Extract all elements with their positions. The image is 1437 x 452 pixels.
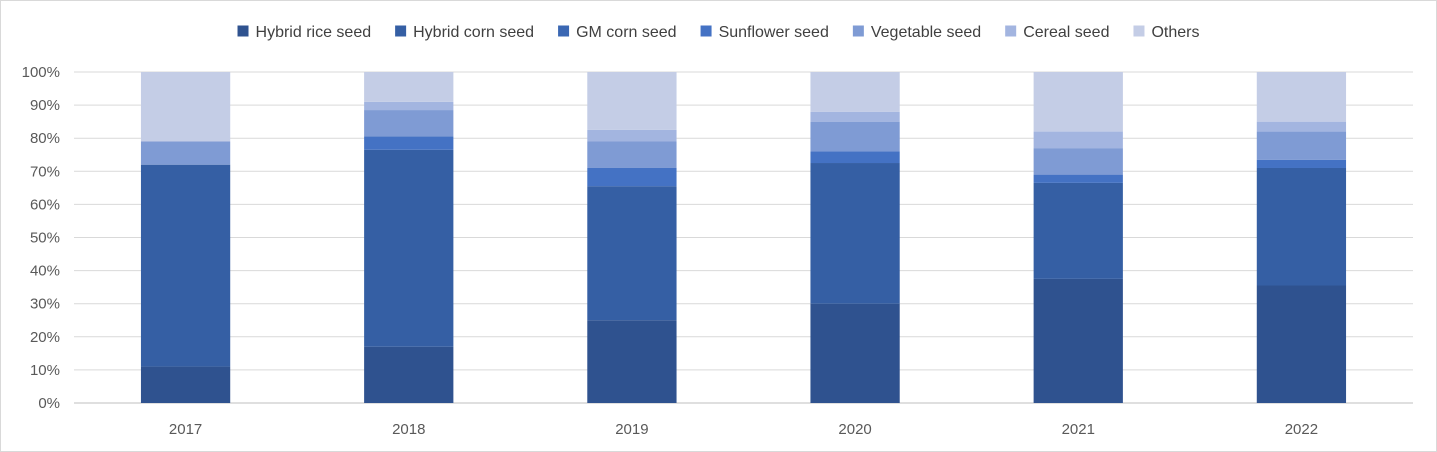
bar-2018-hybrid-rice-seed — [364, 346, 454, 403]
bar-2021-hybrid-rice-seed — [1033, 278, 1123, 403]
bar-2022-hybrid-rice-seed — [1256, 285, 1347, 403]
bar-2021-sunflower-seed — [1033, 174, 1123, 183]
legend-label: Cereal seed — [1023, 24, 1109, 41]
legend-label: Sunflower seed — [719, 24, 829, 41]
legend-item-hybrid-corn-seed: Hybrid corn seed — [395, 24, 534, 41]
bar-2017-vegetable-seed — [140, 141, 231, 165]
x-tick-label: 2021 — [1062, 421, 1095, 438]
legend-item-vegetable-seed: Vegetable seed — [852, 24, 981, 41]
bar-2022-vegetable-seed — [1256, 131, 1347, 160]
bar-2019-hybrid-rice-seed — [587, 320, 677, 403]
bar-2022-cereal-seed — [1256, 121, 1347, 132]
legend-swatch — [395, 25, 407, 37]
bar-2018-others — [364, 72, 454, 102]
x-tick-label: 2020 — [838, 421, 871, 438]
y-tick-label: 20% — [30, 329, 60, 346]
x-tick-label: 2017 — [169, 421, 202, 438]
legend-item-gm-corn-seed: GM corn seed — [558, 24, 677, 41]
x-tick-label: 2022 — [1285, 421, 1318, 438]
y-tick-label: 0% — [38, 395, 60, 412]
legend: Hybrid rice seed Hybrid corn seed GM corn … — [237, 24, 1199, 41]
bar-2021-cereal-seed — [1033, 131, 1123, 149]
legend-swatch — [237, 25, 249, 37]
y-tick-label: 50% — [30, 230, 60, 247]
legend-label: GM corn seed — [576, 24, 676, 41]
bar-2018-hybrid-corn-seed — [364, 149, 454, 347]
gridlines — [74, 71, 1413, 404]
y-tick-label: 10% — [30, 362, 60, 379]
x-axis: 2017 2018 2019 2020 2021 2022 — [169, 421, 1318, 438]
bar-2018-sunflower-seed — [364, 136, 454, 150]
legend-swatch — [852, 25, 864, 37]
x-tick-label: 2018 — [392, 421, 425, 438]
legend-item-hybrid-rice-seed: Hybrid rice seed — [237, 24, 372, 41]
bar-2019-hybrid-corn-seed — [587, 186, 677, 321]
bar-2020-hybrid-corn-seed — [810, 163, 900, 304]
y-tick-label: 40% — [30, 263, 60, 280]
bar-2022-others — [1256, 72, 1347, 122]
bar-2017-hybrid-rice-seed — [140, 366, 231, 403]
bar-2019-others — [587, 72, 677, 130]
bar-2021-others — [1033, 72, 1123, 132]
bar-2020-vegetable-seed — [810, 121, 900, 152]
y-tick-label: 30% — [30, 296, 60, 313]
bar-2018-vegetable-seed — [364, 110, 454, 137]
legend-item-cereal-seed: Cereal seed — [1005, 24, 1109, 41]
legend-item-sunflower-seed: Sunflower seed — [700, 24, 829, 41]
bar-2021-vegetable-seed — [1033, 148, 1123, 175]
legend-swatch — [1005, 25, 1017, 37]
bar-2020-sunflower-seed — [810, 151, 900, 164]
bar-2018-cereal-seed — [364, 101, 454, 111]
legend-swatch — [558, 25, 570, 37]
legend-swatch — [700, 25, 712, 37]
bar-2020-others — [810, 72, 900, 112]
legend-swatch — [1133, 25, 1145, 37]
legend-label: Vegetable seed — [871, 24, 981, 41]
bar-2019-vegetable-seed — [587, 141, 677, 168]
bars — [140, 72, 1347, 403]
legend-item-others: Others — [1133, 24, 1199, 41]
legend-label: Hybrid rice seed — [256, 24, 372, 41]
bar-2019-cereal-seed — [587, 129, 677, 142]
legend-label: Hybrid corn seed — [413, 24, 534, 41]
y-tick-label: 70% — [30, 163, 60, 180]
bar-2017-hybrid-corn-seed — [140, 164, 231, 367]
y-tick-label: 60% — [30, 196, 60, 213]
bar-2022-sunflower-seed — [1256, 159, 1347, 168]
bar-2017-others — [140, 72, 231, 142]
bar-2019-sunflower-seed — [587, 167, 677, 187]
bar-2020-cereal-seed — [810, 111, 900, 122]
x-tick-label: 2019 — [615, 421, 648, 438]
y-tick-label: 90% — [30, 97, 60, 114]
y-tick-label: 100% — [22, 64, 60, 81]
bar-2021-hybrid-corn-seed — [1033, 182, 1123, 279]
y-axis: 0% 10% 20% 30% 40% 50% 60% 70% 80% 90% 100% — [22, 64, 60, 412]
bar-2020-hybrid-rice-seed — [810, 303, 900, 403]
y-tick-label: 80% — [30, 130, 60, 147]
legend-label: Others — [1151, 24, 1199, 41]
bar-2022-hybrid-corn-seed — [1256, 167, 1347, 286]
